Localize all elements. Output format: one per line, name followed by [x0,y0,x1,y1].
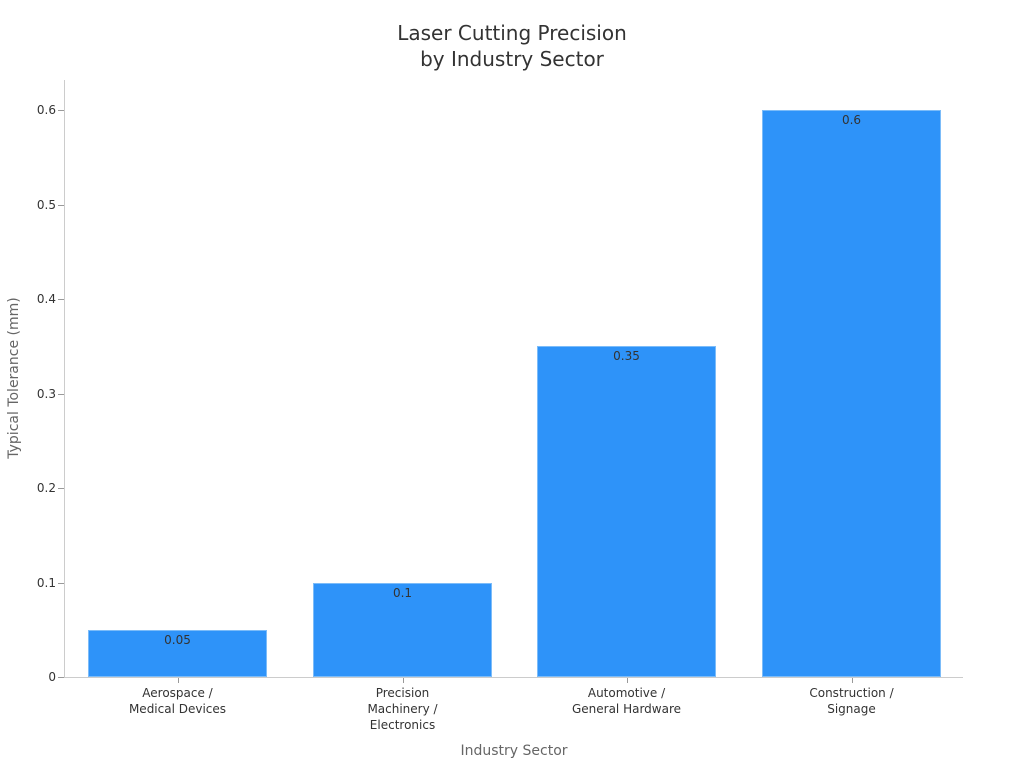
x-tick-mark [851,678,853,683]
y-tick-label: 0.3 [36,386,56,401]
x-tick-mark [177,678,179,683]
chart-title: Laser Cutting Precision by Industry Sect… [0,20,1024,72]
bar-value-label: 0.05 [164,632,191,647]
y-tick-mark [58,393,64,395]
y-tick-label: 0 [48,670,56,684]
bar-value-label: 0.6 [841,113,862,127]
y-tick-mark [58,582,64,584]
chart-title-line-2: by Industry Sector [420,47,604,71]
x-tick-label: Aerospace / Medical Devices [128,686,227,716]
bar-value-label: 0.1 [392,585,413,600]
bar [88,629,267,677]
x-axis-line [64,677,963,678]
bar-value-label: 0.35 [613,349,640,364]
y-axis-line [64,80,65,677]
bar [762,110,941,677]
y-axis-label: Typical Tolerance (mm) [6,297,22,459]
y-tick-label: 0.5 [36,197,56,212]
y-tick-label: 0.2 [36,481,56,495]
chart-title-line-1: Laser Cutting Precision [397,21,627,45]
bar [313,582,492,677]
x-tick-mark [626,678,628,683]
y-tick-label: 0.4 [36,292,56,306]
y-tick-mark [58,110,64,111]
y-tick-mark [58,299,64,300]
y-tick-mark [58,677,64,678]
y-tick-label: 0.1 [36,575,56,590]
x-tick-label: Construction / Signage [809,686,894,716]
x-tick-mark [402,678,404,683]
y-tick-mark [58,488,64,489]
x-axis-label: Industry Sector [460,743,568,759]
y-tick-mark [58,204,64,206]
y-tick-label: 0.6 [36,103,56,117]
x-tick-label: Automotive / General Hardware [571,686,682,716]
bar [537,346,716,677]
x-tick-label: Precision Machinery / Electronics [367,686,438,732]
